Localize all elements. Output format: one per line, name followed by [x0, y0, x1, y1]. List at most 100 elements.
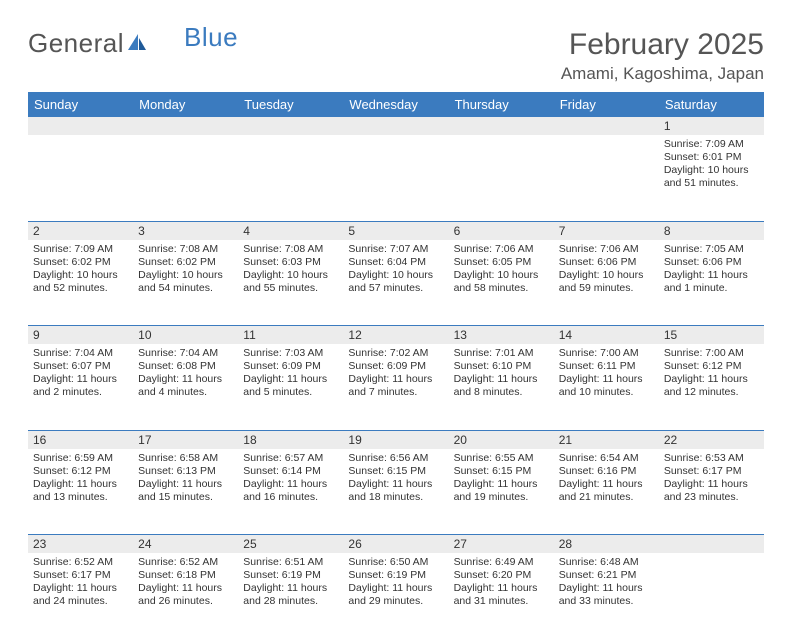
sunset-line: Sunset: 6:04 PM [348, 256, 443, 269]
daylight-line: Daylight: 10 hours and 58 minutes. [454, 269, 549, 295]
day-content-row: Sunrise: 7:09 AMSunset: 6:02 PMDaylight:… [28, 240, 764, 326]
day-cell: Sunrise: 7:08 AMSunset: 6:03 PMDaylight:… [238, 240, 343, 326]
sunrise-line: Sunrise: 6:53 AM [664, 452, 759, 465]
day-cell: Sunrise: 6:55 AMSunset: 6:15 PMDaylight:… [449, 449, 554, 535]
sunrise-line: Sunrise: 6:52 AM [138, 556, 233, 569]
daylight-line: Daylight: 11 hours and 8 minutes. [454, 373, 549, 399]
daylight-line: Daylight: 11 hours and 33 minutes. [559, 582, 654, 608]
daylight-line: Daylight: 11 hours and 16 minutes. [243, 478, 338, 504]
day-cell: Sunrise: 7:04 AMSunset: 6:08 PMDaylight:… [133, 344, 238, 430]
day-cell: Sunrise: 6:56 AMSunset: 6:15 PMDaylight:… [343, 449, 448, 535]
day-number: 23 [28, 535, 133, 554]
empty-cell [238, 135, 343, 221]
sunset-line: Sunset: 6:11 PM [559, 360, 654, 373]
day-cell: Sunrise: 6:50 AMSunset: 6:19 PMDaylight:… [343, 553, 448, 639]
page-header: General Blue February 2025 Amami, Kagosh… [28, 28, 764, 84]
empty-day-number [238, 117, 343, 135]
sunset-line: Sunset: 6:06 PM [559, 256, 654, 269]
day-number: 10 [133, 326, 238, 345]
dow-header: Sunday [28, 92, 133, 117]
daylight-line: Daylight: 10 hours and 57 minutes. [348, 269, 443, 295]
day-number: 15 [659, 326, 764, 345]
daylight-line: Daylight: 11 hours and 13 minutes. [33, 478, 128, 504]
day-cell: Sunrise: 6:54 AMSunset: 6:16 PMDaylight:… [554, 449, 659, 535]
sunrise-line: Sunrise: 6:48 AM [559, 556, 654, 569]
sunset-line: Sunset: 6:12 PM [664, 360, 759, 373]
sunset-line: Sunset: 6:09 PM [348, 360, 443, 373]
dow-header: Saturday [659, 92, 764, 117]
brand-part1: General [28, 28, 124, 59]
sunset-line: Sunset: 6:07 PM [33, 360, 128, 373]
sunset-line: Sunset: 6:05 PM [454, 256, 549, 269]
empty-day-number [554, 117, 659, 135]
empty-cell [28, 135, 133, 221]
sunrise-line: Sunrise: 6:52 AM [33, 556, 128, 569]
sunset-line: Sunset: 6:17 PM [33, 569, 128, 582]
sunset-line: Sunset: 6:19 PM [243, 569, 338, 582]
daylight-line: Daylight: 11 hours and 19 minutes. [454, 478, 549, 504]
day-cell: Sunrise: 6:57 AMSunset: 6:14 PMDaylight:… [238, 449, 343, 535]
daylight-line: Daylight: 11 hours and 23 minutes. [664, 478, 759, 504]
sunrise-line: Sunrise: 6:58 AM [138, 452, 233, 465]
empty-day-number [133, 117, 238, 135]
sunrise-line: Sunrise: 6:51 AM [243, 556, 338, 569]
day-number: 17 [133, 430, 238, 449]
day-number: 8 [659, 221, 764, 240]
day-content-row: Sunrise: 6:52 AMSunset: 6:17 PMDaylight:… [28, 553, 764, 639]
sunrise-line: Sunrise: 6:57 AM [243, 452, 338, 465]
day-cell: Sunrise: 7:08 AMSunset: 6:02 PMDaylight:… [133, 240, 238, 326]
daynum-row: 9101112131415 [28, 326, 764, 345]
day-cell: Sunrise: 7:06 AMSunset: 6:05 PMDaylight:… [449, 240, 554, 326]
empty-cell [343, 135, 448, 221]
calendar-body: 1Sunrise: 7:09 AMSunset: 6:01 PMDaylight… [28, 117, 764, 639]
empty-cell [554, 135, 659, 221]
day-number: 18 [238, 430, 343, 449]
day-number: 2 [28, 221, 133, 240]
sunrise-line: Sunrise: 7:08 AM [138, 243, 233, 256]
dow-header: Monday [133, 92, 238, 117]
day-number: 14 [554, 326, 659, 345]
day-cell: Sunrise: 7:00 AMSunset: 6:12 PMDaylight:… [659, 344, 764, 430]
daylight-line: Daylight: 11 hours and 5 minutes. [243, 373, 338, 399]
day-cell: Sunrise: 6:58 AMSunset: 6:13 PMDaylight:… [133, 449, 238, 535]
day-content-row: Sunrise: 7:04 AM Sunset: 6:07 PM Daylight:… [28, 344, 764, 430]
day-cell: Sunrise: 7:01 AMSunset: 6:10 PMDaylight:… [449, 344, 554, 430]
sunset-line: Sunset: 6:19 PM [348, 569, 443, 582]
sunset-line: Sunset: 6:02 PM [138, 256, 233, 269]
sunrise-line: Sunrise: 6:56 AM [348, 452, 443, 465]
day-number: 7 [554, 221, 659, 240]
daylight-line: Daylight: 11 hours and 24 minutes. [33, 582, 128, 608]
day-number: 3 [133, 221, 238, 240]
empty-day-number [659, 535, 764, 554]
day-number: 20 [449, 430, 554, 449]
sunset-line: Sunset: 6:08 PM [138, 360, 233, 373]
daylight-line: Daylight: 11 hours and 15 minutes. [138, 478, 233, 504]
dow-header: Tuesday [238, 92, 343, 117]
daylight-line: Daylight: 11 hours and 29 minutes. [348, 582, 443, 608]
empty-cell [659, 553, 764, 639]
sunrise-line: Sunrise: 7:06 AM [559, 243, 654, 256]
sunrise-line: Sunrise: 6:49 AM [454, 556, 549, 569]
daylight-line: Daylight: 11 hours and 1 minute. [664, 269, 759, 295]
sunrise-line: Sunrise: 6:54 AM [559, 452, 654, 465]
brand-part2: Blue [184, 22, 238, 53]
day-number: 27 [449, 535, 554, 554]
sunrise-line: Sunrise: 7:03 AM [243, 347, 338, 360]
sunset-line: Sunset: 6:16 PM [559, 465, 654, 478]
empty-day-number [449, 117, 554, 135]
sunrise-line: Sunrise: 7:04 AM [138, 347, 233, 360]
daylight-line: Daylight: 10 hours and 55 minutes. [243, 269, 338, 295]
sunset-line: Sunset: 6:20 PM [454, 569, 549, 582]
sunrise-line: Sunrise: 7:05 AM [664, 243, 759, 256]
dow-header: Wednesday [343, 92, 448, 117]
daylight-line: Daylight: 10 hours and 51 minutes. [664, 164, 759, 190]
dow-header: Thursday [449, 92, 554, 117]
sunrise-line: Sunrise: 6:55 AM [454, 452, 549, 465]
sunset-line: Sunset: 6:06 PM [664, 256, 759, 269]
day-content-row: Sunrise: 7:09 AMSunset: 6:01 PMDaylight:… [28, 135, 764, 221]
day-number: 6 [449, 221, 554, 240]
sunrise-line: Sunrise: 6:50 AM [348, 556, 443, 569]
day-content-row: Sunrise: 6:59 AMSunset: 6:12 PMDaylight:… [28, 449, 764, 535]
daynum-row: 2345678 [28, 221, 764, 240]
daylight-line: Daylight: 11 hours and 4 minutes. [138, 373, 233, 399]
